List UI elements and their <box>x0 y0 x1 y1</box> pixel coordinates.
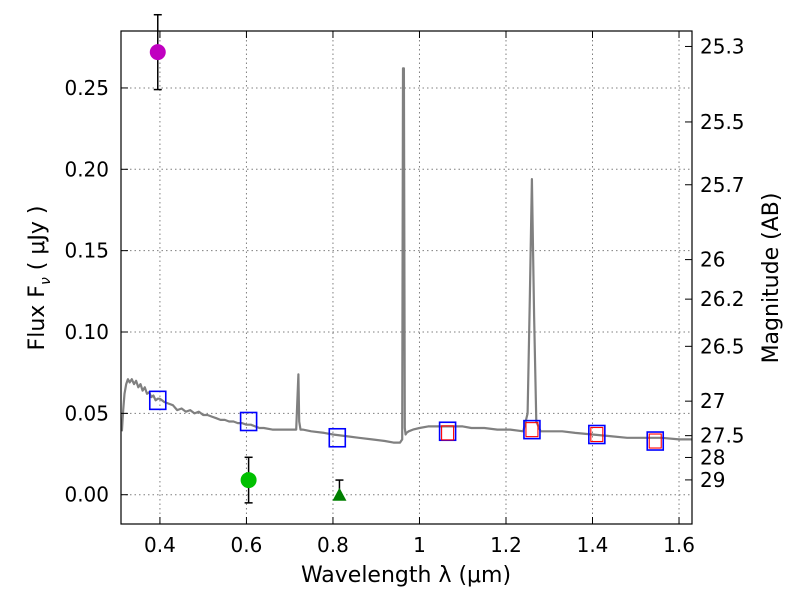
observed-square-point <box>441 425 455 441</box>
y-axis-title: Flux Fν ( μJy ) <box>25 206 54 351</box>
y2-axis-title: Magnitude (AB) <box>759 193 784 364</box>
plot-frame <box>120 30 693 525</box>
y2-tick-label: 26 <box>700 248 725 272</box>
observed-square-point <box>648 433 662 449</box>
x-tick-label: 0.4 <box>144 533 176 557</box>
y-tick-label: 0.25 <box>64 76 109 100</box>
y2-tick-label: 28 <box>700 445 725 469</box>
y2-tick-label: 26.2 <box>700 287 745 311</box>
x-axis-title: Wavelength λ (μm) <box>301 563 511 588</box>
sed-line <box>120 67 692 444</box>
y-tick-label: 0.05 <box>64 401 109 425</box>
y-axis-title-main: Flux F <box>25 285 50 350</box>
model-square-point <box>588 424 606 445</box>
y-axis-title-unit: ( μJy ) <box>25 206 50 278</box>
x-tick-label: 1 <box>413 533 426 557</box>
observed-square-point <box>590 426 604 443</box>
y-axis-title-group: Flux Fν ( μJy ) <box>25 206 54 351</box>
y2-tick-label: 26.5 <box>700 334 745 358</box>
plot-series <box>120 13 692 504</box>
y-axis-title-sub: ν <box>38 277 54 285</box>
grid-lines <box>121 31 692 524</box>
model-square-point <box>646 431 665 451</box>
model-square-point <box>328 427 347 448</box>
axis-ticks: 0.4 0.6 0.8 1 1.2 1.4 1.6 0.00 0.05 0.10 0.15 0.20 0… <box>64 31 745 557</box>
y2-tick-label: 25.3 <box>700 34 745 58</box>
observed-square-point <box>525 422 539 438</box>
y-tick-label: 0.10 <box>64 320 109 344</box>
y2-tick-label: 25.7 <box>700 173 745 197</box>
x-tick-label: 0.8 <box>317 533 349 557</box>
x-tick-label: 1.2 <box>490 533 522 557</box>
y-tick-label: 0.20 <box>64 157 109 181</box>
y-tick-label: 0.00 <box>64 483 109 507</box>
y2-tick-label: 29 <box>700 468 725 492</box>
observed-circle-point <box>240 472 257 489</box>
x-tick-label: 1.6 <box>663 533 695 557</box>
y-tick-label: 0.15 <box>64 239 109 263</box>
upper-limit-triangle <box>332 487 347 501</box>
y2-tick-label: 27 <box>700 389 725 413</box>
x-tick-label: 1.4 <box>577 533 609 557</box>
model-square-point <box>148 390 167 411</box>
y2-axis-title-group: Magnitude (AB) <box>759 193 784 364</box>
y2-tick-label: 27.5 <box>700 424 745 448</box>
y2-tick-label: 25.5 <box>700 110 745 134</box>
x-tick-label: 0.6 <box>231 533 263 557</box>
model-square-point <box>523 419 541 440</box>
observed-circle-point <box>149 44 166 61</box>
model-square-point <box>239 411 258 432</box>
